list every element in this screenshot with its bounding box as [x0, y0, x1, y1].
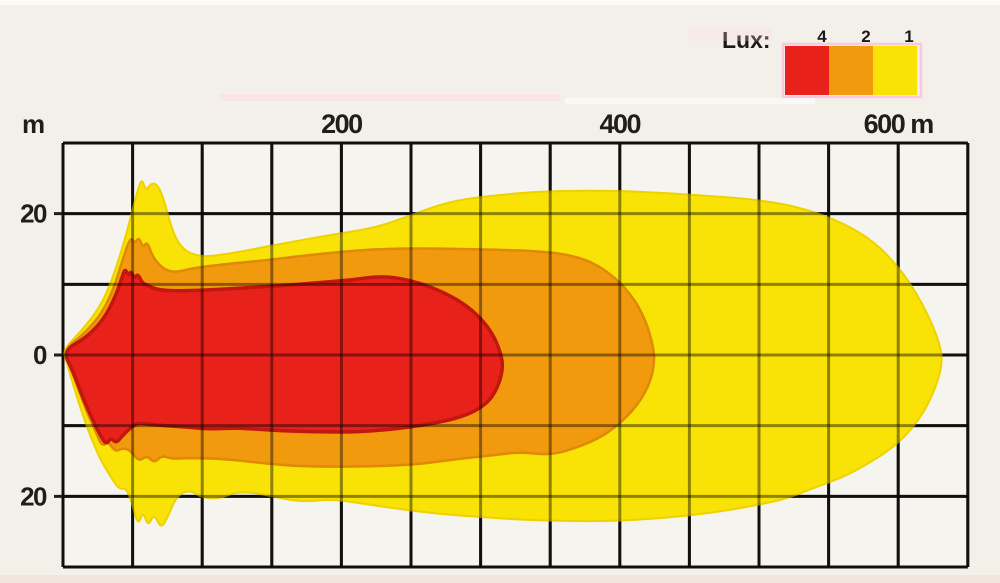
y-axis-unit-label: m: [22, 109, 45, 139]
legend-value-1-lux: 1: [904, 27, 913, 46]
grid-lines-overlay: [61, 141, 970, 569]
x-axis-tick-label: 400: [600, 109, 641, 139]
legend-title: Lux:: [722, 27, 771, 53]
legend-swatch-4-lux: [785, 46, 829, 95]
x-axis-tick-label: 600 m: [864, 109, 934, 139]
y-axis-tick-label: 0: [33, 340, 47, 370]
legend-swatch-1-lux: [873, 46, 917, 95]
isolux-region-4-lux: [64, 268, 505, 445]
legend-print-fringe: [781, 42, 923, 99]
y-axis-tick-label: 20: [20, 199, 47, 229]
y-axis-tick-label: 20: [20, 481, 47, 511]
isolux-regions: [63, 180, 943, 527]
legend-value-2-lux: 2: [861, 27, 870, 46]
x-axis-tick-label: 200: [321, 109, 362, 139]
legend-value-4-lux: 4: [817, 27, 827, 46]
legend: Lux: 4 2 1: [722, 27, 923, 99]
legend-swatch-2-lux: [829, 46, 873, 95]
